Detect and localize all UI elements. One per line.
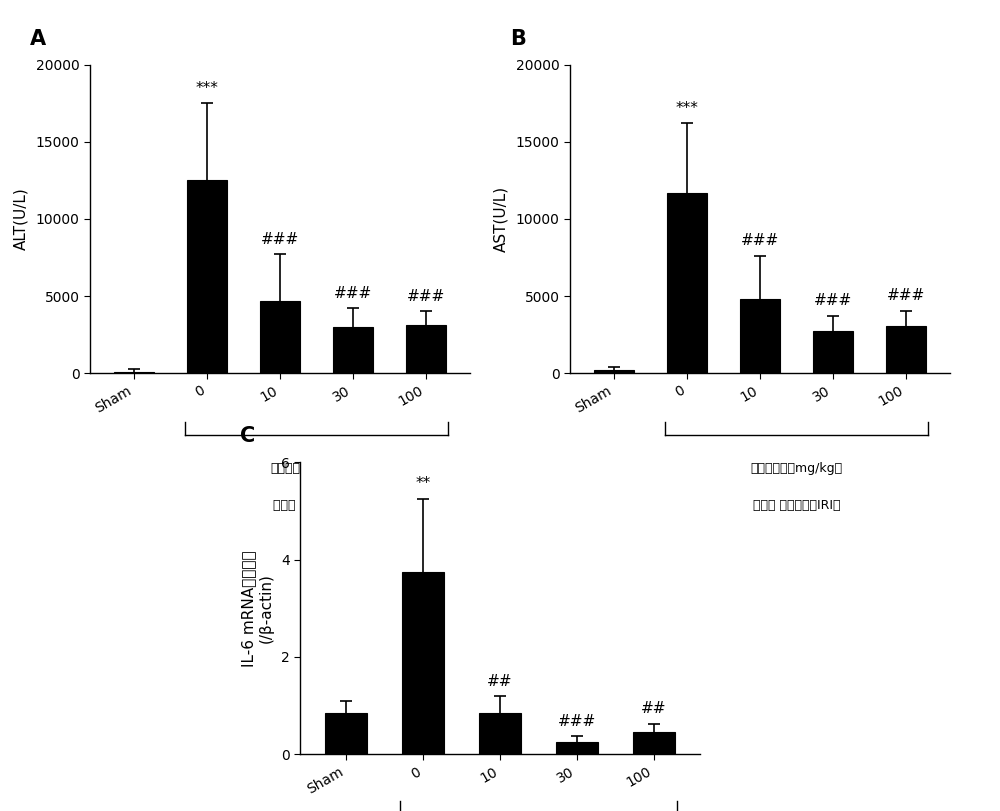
Text: C: C <box>240 426 255 446</box>
Bar <box>479 713 521 754</box>
Bar <box>886 326 926 373</box>
Text: ###: ### <box>741 234 779 248</box>
Text: ###: ### <box>887 288 925 303</box>
Text: 缺血再 灌注损伤（IRI）: 缺血再 灌注损伤（IRI） <box>753 500 840 513</box>
Text: 丹参酱酸盐（mg/kg）: 丹参酱酸盐（mg/kg） <box>750 462 843 475</box>
Text: 缺血再 灌注损伤（IRI）: 缺血再 灌注损伤（IRI） <box>273 500 360 513</box>
Bar <box>325 713 367 754</box>
Bar <box>114 371 154 373</box>
Text: ###: ### <box>814 294 852 308</box>
Text: ###: ### <box>334 285 372 301</box>
Text: ###: ### <box>558 714 596 729</box>
Text: 丹参酱酸盐（mg/kg）: 丹参酱酸盐（mg/kg） <box>270 462 363 475</box>
Y-axis label: IL-6 mRNA表达水平
(/β-actin): IL-6 mRNA表达水平 (/β-actin) <box>241 550 274 667</box>
Text: ***: *** <box>195 81 218 96</box>
Bar <box>740 299 780 373</box>
Text: ***: *** <box>675 101 698 116</box>
Text: ###: ### <box>407 289 445 303</box>
Bar <box>187 181 227 373</box>
Bar <box>813 332 853 373</box>
Y-axis label: AST(U/L): AST(U/L) <box>494 186 509 252</box>
Text: ##: ## <box>641 702 667 716</box>
Text: A: A <box>30 28 46 49</box>
Bar <box>633 732 675 754</box>
Y-axis label: ALT(U/L): ALT(U/L) <box>14 187 29 251</box>
Text: ##: ## <box>487 674 513 689</box>
Bar <box>556 742 598 754</box>
Bar <box>406 325 446 373</box>
Text: B: B <box>510 28 526 49</box>
Text: **: ** <box>415 477 431 491</box>
Bar <box>260 301 300 373</box>
Bar <box>333 327 373 373</box>
Bar <box>402 572 444 754</box>
Text: ###: ### <box>261 232 299 247</box>
Bar <box>594 370 634 373</box>
Bar <box>667 193 707 373</box>
